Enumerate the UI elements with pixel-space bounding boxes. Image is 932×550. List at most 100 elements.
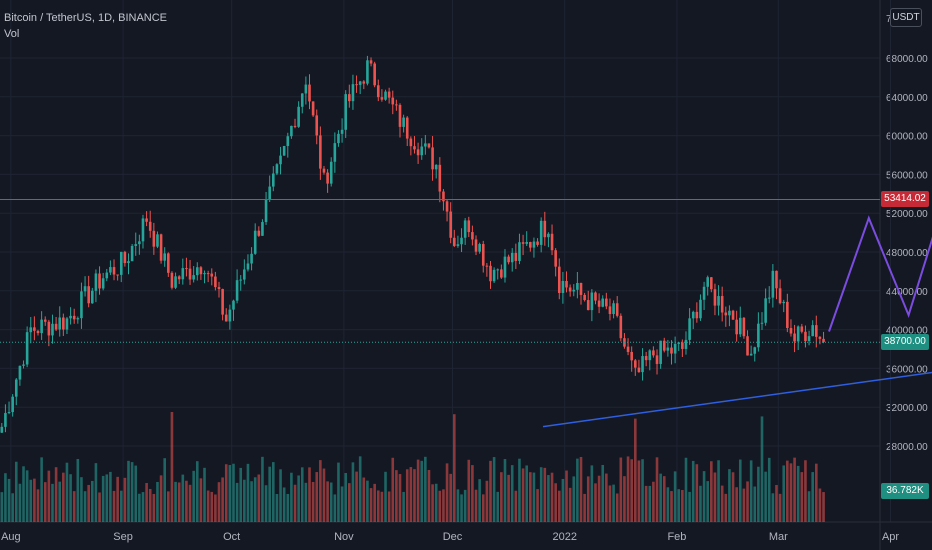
candle [4, 404, 7, 433]
candle [405, 116, 409, 146]
candle [384, 89, 387, 101]
candle [742, 316, 746, 339]
candle [782, 299, 786, 313]
x-tick-label: Apr [882, 531, 899, 543]
candle-body [25, 332, 29, 365]
candle [195, 262, 199, 281]
candle [684, 331, 688, 355]
volume-bar [644, 485, 648, 522]
volume-bar [706, 481, 709, 522]
candle-body [340, 129, 344, 134]
candle [91, 287, 94, 304]
volume-bar [224, 464, 228, 522]
candle [471, 225, 474, 246]
candle [670, 340, 673, 365]
candle-body [717, 296, 720, 306]
candle [326, 169, 329, 193]
candle-body [261, 222, 264, 236]
candle [51, 314, 54, 344]
volume-bar [507, 474, 510, 522]
volume-bar [818, 488, 822, 522]
candle [217, 281, 221, 298]
volume-bar [210, 491, 214, 522]
candle-body [319, 135, 322, 169]
volume-bar [0, 492, 4, 522]
volume-bar [358, 456, 362, 522]
candle-body [503, 256, 507, 278]
candle [590, 289, 594, 322]
candle-body [565, 280, 568, 288]
candle [677, 342, 681, 351]
volume-bar [572, 476, 576, 522]
candle-body [192, 275, 195, 280]
volume-bar [561, 478, 565, 522]
volume-bar [485, 480, 489, 522]
candle [453, 229, 456, 248]
y-tick-label: 56000.00 [886, 170, 928, 181]
candle-body [626, 346, 630, 352]
chart-legend: Bitcoin / TetherUS, 1D, BINANCE Vol [4, 10, 167, 42]
candle-body [583, 294, 586, 301]
candle-body [463, 220, 467, 238]
candle-body [156, 234, 159, 247]
volume-indicator-label[interactable]: Vol [4, 28, 20, 40]
candle [65, 316, 69, 335]
candle-body [246, 263, 250, 270]
candle-body [420, 146, 424, 156]
volume-bar [206, 490, 210, 522]
candle [724, 306, 728, 327]
candle [749, 345, 753, 356]
symbol-title[interactable]: Bitcoin / TetherUS, 1D, BINANCE [4, 12, 168, 24]
candle [101, 272, 105, 291]
candle [456, 235, 460, 248]
candle-body [0, 426, 4, 433]
candle-body [471, 232, 474, 240]
candle [550, 224, 554, 256]
volume-bar [771, 493, 775, 522]
volume-bar [326, 481, 329, 522]
candle-body [87, 286, 90, 304]
currency-unit-button[interactable]: USDT [890, 8, 922, 27]
volume-bar [14, 461, 18, 522]
volume-bar [130, 462, 134, 522]
volume-bar [684, 457, 688, 522]
candle [735, 310, 738, 342]
volume-bar [434, 483, 438, 522]
candle [76, 316, 80, 324]
candle [199, 266, 203, 280]
volume-bar [11, 493, 14, 522]
candle-body [688, 318, 691, 340]
volume-bar [619, 457, 623, 522]
volume-bar [264, 485, 268, 522]
candle [134, 232, 138, 256]
candle-body [130, 245, 134, 262]
candle-body [366, 60, 369, 84]
candle-body [134, 244, 138, 246]
volume-bar [673, 471, 677, 522]
volume-bar [348, 483, 351, 522]
candle-body [91, 290, 94, 304]
candle-body [510, 252, 514, 263]
volume-bar [402, 491, 405, 522]
candle [746, 330, 749, 356]
candle [572, 284, 576, 297]
candle [811, 320, 814, 337]
candle [337, 130, 340, 147]
volume-bar [91, 480, 94, 522]
candle [492, 267, 496, 283]
candle-body [409, 138, 413, 147]
candle-body [369, 60, 373, 64]
candle-body [94, 273, 98, 291]
volume-bar [214, 494, 217, 522]
candle-body [605, 298, 608, 307]
volume-bar [634, 418, 637, 522]
candle-body [4, 412, 7, 427]
candle [474, 235, 478, 256]
volume-bar [141, 492, 145, 522]
volume-bar [786, 460, 789, 522]
candle-body [800, 326, 804, 332]
candle-body [753, 347, 757, 354]
candle [731, 309, 735, 320]
candle [308, 74, 311, 110]
